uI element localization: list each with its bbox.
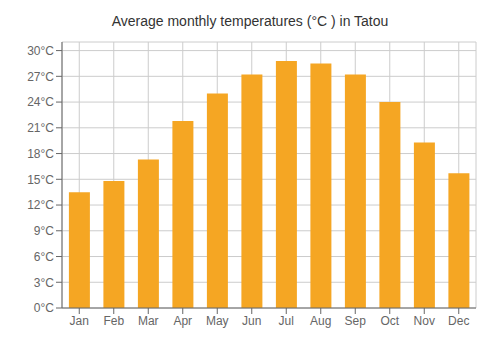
svg-text:Jun: Jun bbox=[242, 314, 261, 328]
svg-text:3°C: 3°C bbox=[34, 276, 54, 290]
svg-text:Aug: Aug bbox=[310, 314, 331, 328]
svg-text:12°C: 12°C bbox=[27, 198, 54, 212]
svg-text:Sep: Sep bbox=[345, 314, 367, 328]
svg-text:30°C: 30°C bbox=[27, 44, 54, 58]
svg-text:May: May bbox=[206, 314, 229, 328]
svg-text:Jan: Jan bbox=[70, 314, 89, 328]
svg-text:Oct: Oct bbox=[380, 314, 399, 328]
svg-text:Dec: Dec bbox=[448, 314, 469, 328]
svg-text:Nov: Nov bbox=[414, 314, 435, 328]
svg-text:Apr: Apr bbox=[173, 314, 192, 328]
svg-text:6°C: 6°C bbox=[34, 250, 54, 264]
svg-text:18°C: 18°C bbox=[27, 147, 54, 161]
html-text:Average monthly temperatures (: Average monthly temperatures (°C ) in Ta… bbox=[111, 13, 389, 29]
svg-text:Jul: Jul bbox=[279, 314, 294, 328]
svg-text:Feb: Feb bbox=[103, 314, 124, 328]
svg-text:27°C: 27°C bbox=[27, 70, 54, 84]
svg-text:21°C: 21°C bbox=[27, 121, 54, 135]
svg-text:15°C: 15°C bbox=[27, 173, 54, 187]
svg-text:Mar: Mar bbox=[138, 314, 159, 328]
svg-text:24°C: 24°C bbox=[27, 95, 54, 109]
svg-text:9°C: 9°C bbox=[34, 224, 54, 238]
svg-text:0°C: 0°C bbox=[34, 301, 54, 315]
